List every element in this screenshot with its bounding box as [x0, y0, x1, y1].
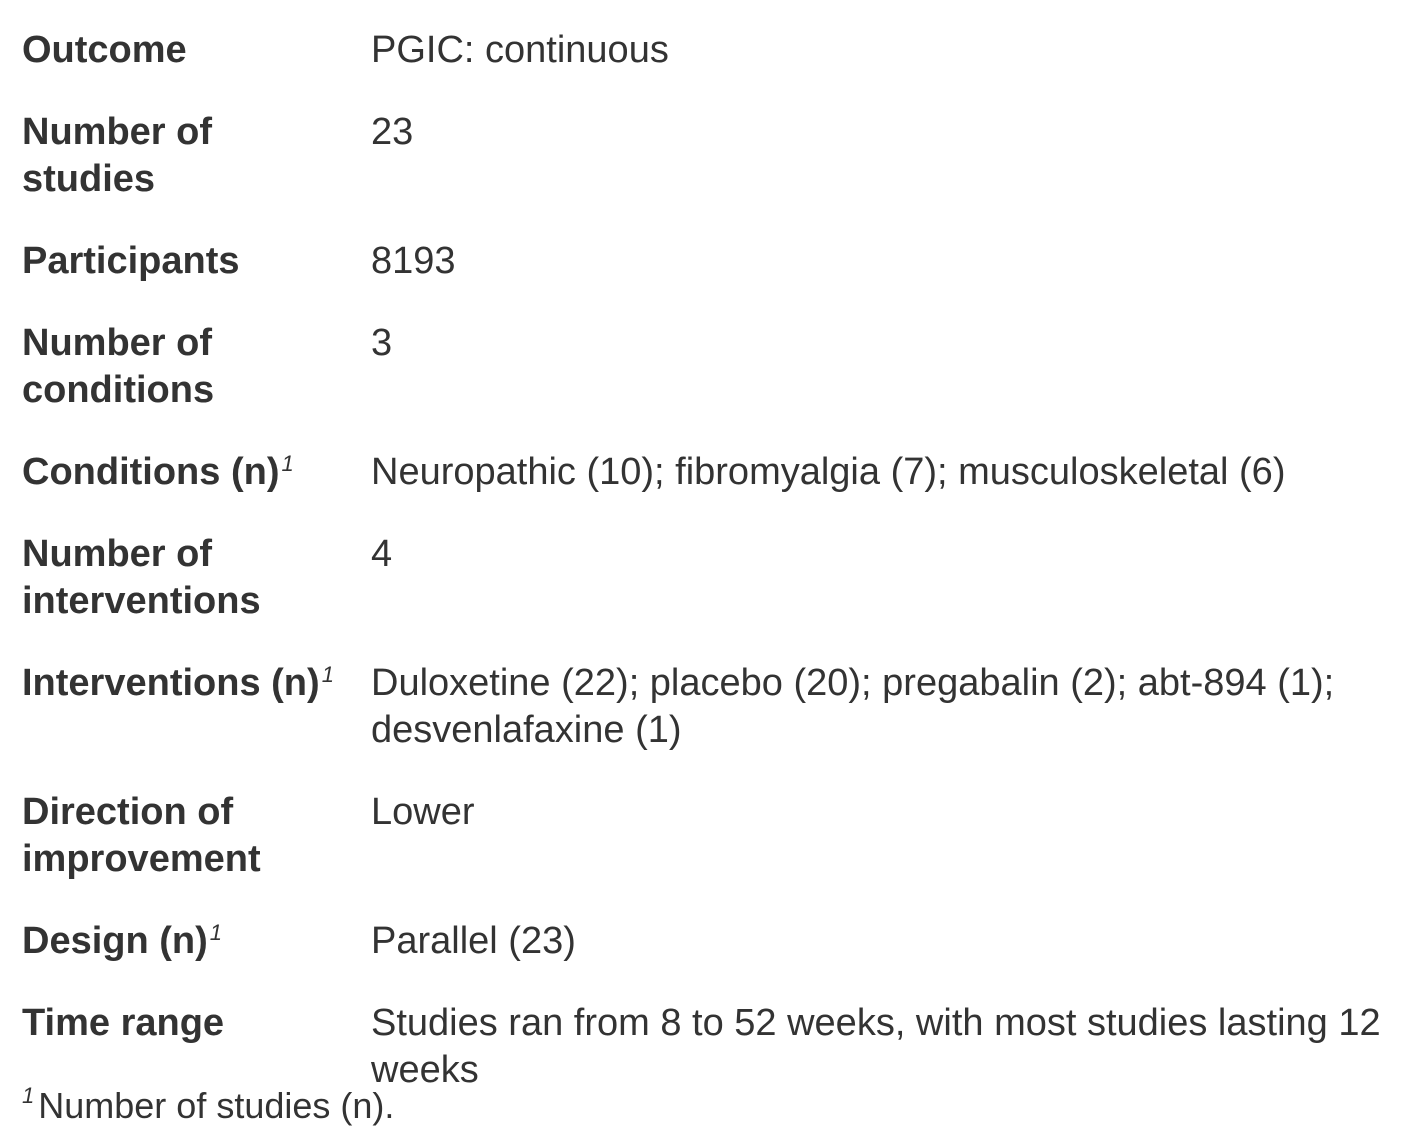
row-value: Parallel (23): [371, 920, 576, 962]
table-row-design: Design (n)1 Parallel (23): [22, 898, 1391, 980]
row-label: Outcome: [22, 9, 355, 89]
footnote-marker: 1: [22, 1083, 35, 1108]
row-label-text: Number of interventions: [22, 533, 261, 622]
row-label-text: Direction of improvement: [22, 791, 261, 880]
row-value: Neuropathic (10); fibromyalgia (7); musc…: [371, 451, 1286, 493]
row-label: Interventions (n)1: [22, 640, 355, 769]
row-value: 8193: [371, 240, 456, 282]
row-value: Lower: [371, 791, 475, 833]
row-label: Conditions (n)1: [22, 429, 355, 511]
row-value: Studies ran from 8 to 52 weeks, with mos…: [371, 1002, 1381, 1091]
table-row-outcome: Outcome PGIC: continuous: [22, 9, 1391, 89]
row-value: Duloxetine (22); placebo (20); pregabali…: [371, 662, 1335, 751]
footnote-marker: 1: [321, 662, 334, 687]
row-label-text: Participants: [22, 240, 240, 282]
table-row-direction-of-improvement: Direction of improvement Lower: [22, 769, 1391, 898]
row-label: Direction of improvement: [22, 769, 355, 898]
row-label: Number of conditions: [22, 300, 355, 429]
table-row-time-range: Time range Studies ran from 8 to 52 week…: [22, 980, 1391, 1109]
row-value: 3: [371, 322, 393, 364]
row-value: 23: [371, 111, 414, 153]
table-row-conditions: Conditions (n)1 Neuropathic (10); fibrom…: [22, 429, 1391, 511]
row-label-text: Design (n): [22, 920, 208, 962]
table-row-number-of-studies: Number of studies 23: [22, 89, 1391, 218]
table-row-participants: Participants 8193: [22, 218, 1391, 300]
row-label-text: Outcome: [22, 29, 187, 71]
row-label-text: Interventions (n): [22, 662, 320, 704]
footnote-text: Number of studies (n).: [38, 1085, 395, 1126]
row-label: Number of interventions: [22, 511, 355, 640]
row-label: Design (n)1: [22, 898, 355, 980]
row-value: PGIC: continuous: [371, 29, 669, 71]
table-row-number-of-interventions: Number of interventions 4: [22, 511, 1391, 640]
footnote-marker: 1: [281, 451, 294, 476]
row-value: 4: [371, 533, 393, 575]
row-label-text: Time range: [22, 1002, 225, 1044]
row-label: Time range: [22, 980, 355, 1109]
table-row-number-of-conditions: Number of conditions 3: [22, 300, 1391, 429]
row-label-text: Number of studies: [22, 111, 212, 200]
row-label: Number of studies: [22, 89, 355, 218]
table-footnote: 1 Number of studies (n).: [22, 1083, 394, 1129]
row-label: Participants: [22, 218, 355, 300]
table-row-interventions: Interventions (n)1 Duloxetine (22); plac…: [22, 640, 1391, 769]
row-label-text: Conditions (n): [22, 451, 280, 493]
footnote-marker: 1: [209, 920, 223, 945]
row-label-text: Number of conditions: [22, 322, 215, 411]
study-summary-table: Outcome PGIC: continuous Number of studi…: [6, 9, 1407, 1109]
